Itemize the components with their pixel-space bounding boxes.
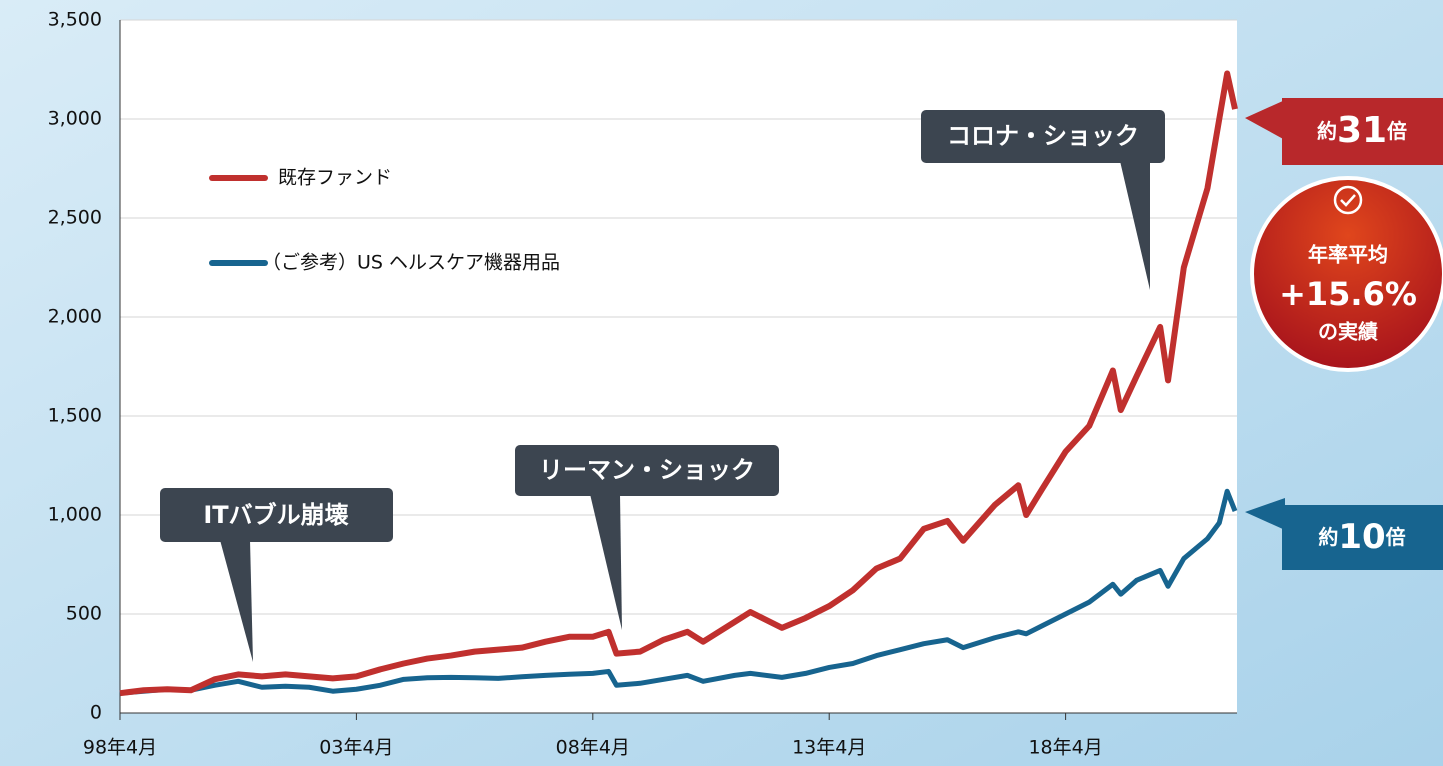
y-tick-label: 0: [90, 702, 102, 724]
y-tick-label: 3,000: [48, 108, 102, 130]
label-part: 約: [1317, 119, 1337, 143]
annotation: リーマン・ショック: [539, 456, 755, 484]
badge-text: 年率平均: [1308, 243, 1388, 267]
svg-text:約10倍: 約10倍: [1318, 517, 1405, 557]
label-part: 倍: [1387, 119, 1407, 143]
end-label: 約10倍: [1245, 498, 1443, 570]
label-part: 10: [1338, 517, 1385, 557]
end-label: 約31倍: [1245, 98, 1443, 165]
annotation: コロナ・ショック: [947, 122, 1139, 150]
legend-label: （ご参考）US ヘルスケア機器用品: [262, 252, 560, 274]
annotation: ITバブル崩壊: [203, 501, 348, 529]
callout: ITバブル崩壊: [160, 488, 393, 662]
badge-text: +15.6%: [1279, 275, 1417, 313]
y-tick-label: 500: [66, 603, 102, 625]
y-tick-label: 2,000: [48, 306, 102, 328]
label-part: 31: [1337, 110, 1387, 151]
y-tick-label: 1,000: [48, 504, 102, 526]
y-tick-label: 1,500: [48, 405, 102, 427]
badge: 年率平均 +15.6% の実績: [1250, 176, 1443, 372]
y-tick-label: 2,500: [48, 207, 102, 229]
badge-text: の実績: [1318, 320, 1378, 344]
callout: リーマン・ショック: [515, 445, 779, 630]
series-line: [119, 70, 1238, 697]
x-tick-label: 08年4月: [556, 737, 630, 759]
label-part: 約: [1318, 525, 1338, 549]
series-line: [119, 488, 1238, 696]
x-tick-label: 98年4月: [83, 737, 157, 759]
svg-text:約31倍: 約31倍: [1317, 110, 1407, 151]
x-tick-label: 18年4月: [1028, 737, 1102, 759]
legend-label: 既存ファンド: [278, 167, 392, 189]
label-part: 倍: [1386, 525, 1406, 549]
x-tick-label: 13年4月: [792, 737, 866, 759]
x-tick-label: 03年4月: [319, 737, 393, 759]
callout: コロナ・ショック: [921, 110, 1165, 290]
y-tick-label: 3,500: [48, 9, 102, 31]
